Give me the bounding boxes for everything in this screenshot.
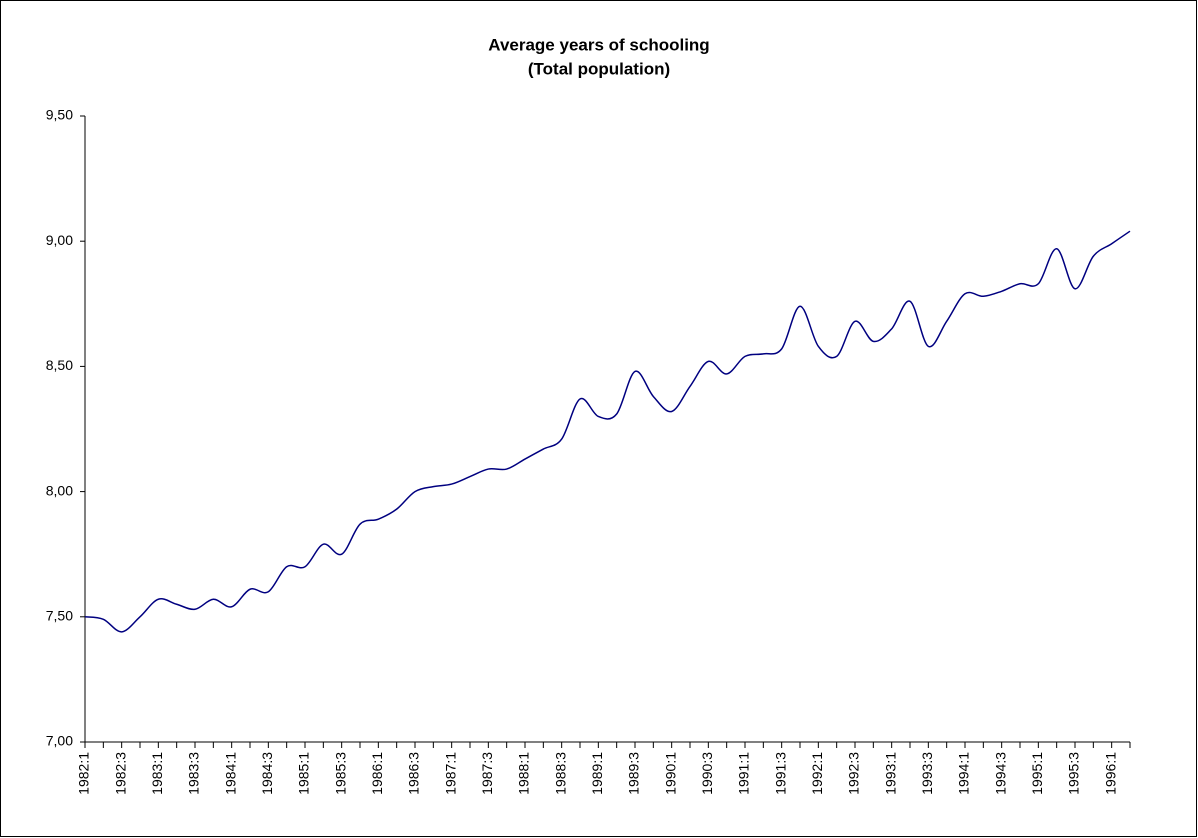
x-tick-label: 1988:1 bbox=[516, 752, 532, 795]
x-tick-label: 1988:3 bbox=[552, 752, 568, 795]
x-tick-label: 1986:1 bbox=[369, 752, 385, 795]
y-tick-label: 9,00 bbox=[46, 232, 73, 248]
x-tick-label: 1982:1 bbox=[76, 752, 92, 795]
x-tick-label: 1994:1 bbox=[956, 752, 972, 795]
y-tick-label: 8,50 bbox=[46, 357, 73, 373]
x-tick-label: 1989:3 bbox=[626, 752, 642, 795]
x-tick-label: 1993:1 bbox=[882, 752, 898, 795]
y-tick-label: 7,50 bbox=[46, 608, 73, 624]
x-tick-label: 1991:3 bbox=[772, 752, 788, 795]
x-tick-label: 1990:3 bbox=[699, 752, 715, 795]
x-tick-label: 1992:1 bbox=[809, 752, 825, 795]
x-tick-label: 1984:3 bbox=[259, 752, 275, 795]
x-tick-label: 1995:1 bbox=[1029, 752, 1045, 795]
x-tick-label: 1993:3 bbox=[919, 752, 935, 795]
x-tick-label: 1986:3 bbox=[406, 752, 422, 795]
chart-subtitle: (Total population) bbox=[528, 59, 670, 78]
x-tick-label: 1990:1 bbox=[662, 752, 678, 795]
x-tick-label: 1984:1 bbox=[222, 752, 238, 795]
chart-title: Average years of schooling bbox=[488, 35, 709, 54]
data-line bbox=[84, 230, 1131, 633]
x-tick-label: 1987:3 bbox=[479, 752, 495, 795]
x-tick-label: 1987:1 bbox=[442, 752, 458, 795]
x-tick-label: 1985:3 bbox=[332, 752, 348, 795]
x-tick-label: 1994:3 bbox=[992, 752, 1008, 795]
x-tick-label: 1995:3 bbox=[1066, 752, 1082, 795]
x-tick-label: 1982:3 bbox=[112, 752, 128, 795]
x-tick-label: 1983:1 bbox=[149, 752, 165, 795]
x-tick-label: 1989:1 bbox=[589, 752, 605, 795]
x-tick-label: 1983:3 bbox=[186, 752, 202, 795]
y-tick-label: 7,00 bbox=[46, 733, 73, 749]
x-tick-label: 1996:1 bbox=[1102, 752, 1118, 795]
x-tick-label: 1992:3 bbox=[846, 752, 862, 795]
y-tick-label: 8,00 bbox=[46, 482, 73, 498]
x-tick-label: 1985:1 bbox=[296, 752, 312, 795]
y-tick-label: 9,50 bbox=[46, 107, 73, 123]
x-tick-label: 1991:1 bbox=[736, 752, 752, 795]
